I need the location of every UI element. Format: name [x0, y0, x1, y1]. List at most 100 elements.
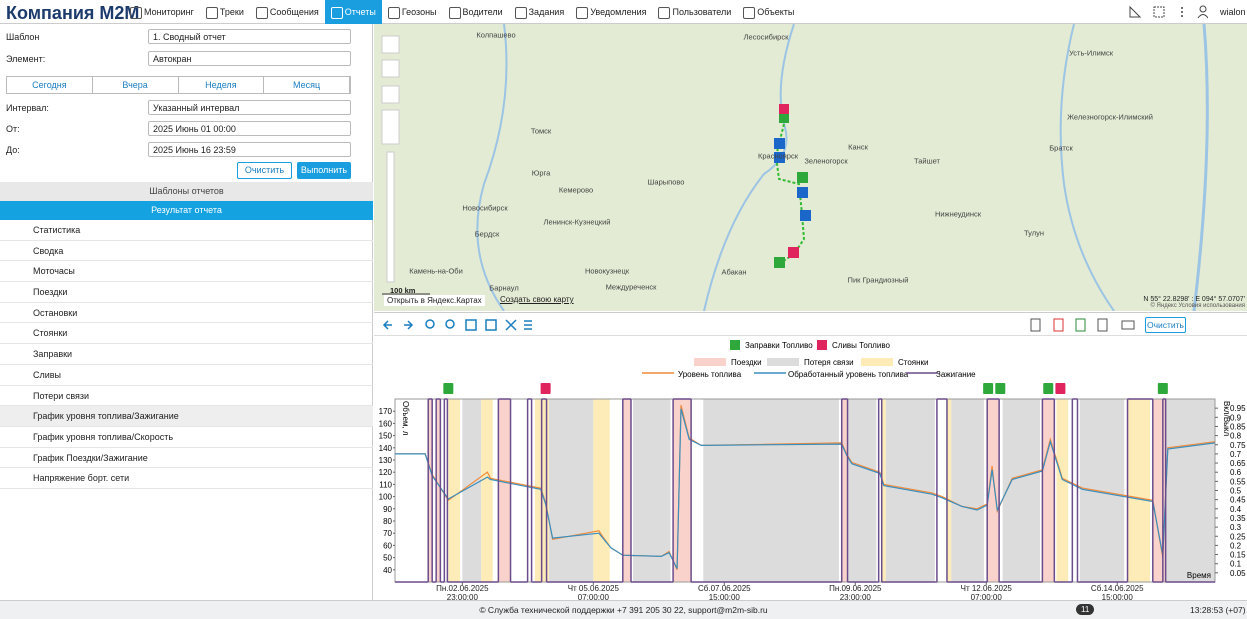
report-item[interactable]: График уровня топлива/Скорость	[0, 427, 373, 448]
user[interactable]: wialon	[1220, 7, 1246, 17]
y-tick-label: 170	[379, 407, 393, 416]
interval-band	[1056, 399, 1069, 582]
y-tick-label: 60	[383, 541, 392, 550]
label: От:	[6, 124, 20, 134]
legend-swatch	[861, 358, 893, 366]
report-item[interactable]: Сводка	[0, 241, 373, 262]
run-button[interactable]: Выполнить	[297, 162, 351, 179]
legend-swatch	[767, 358, 799, 366]
interval-band	[462, 399, 482, 582]
left-panel: Шаблон 1. Сводный отчет Элемент: Автокра…	[0, 24, 373, 600]
interval-band	[1042, 399, 1055, 582]
select[interactable]: 1. Сводный отчет	[148, 29, 351, 44]
y2-tick-label: 0.55	[1230, 477, 1246, 486]
legend-label: Зажигание	[936, 370, 976, 379]
map-link[interactable]: Открыть в Яндекс.Картах	[384, 295, 485, 306]
report-item[interactable]: Напряжение борт. сети	[0, 468, 373, 489]
y-axis-title: Объем, л	[401, 401, 410, 436]
legend-swatch	[730, 340, 740, 350]
tab[interactable]: Шаблоны отчетов	[0, 182, 373, 201]
interval-band	[428, 399, 433, 582]
report-item[interactable]: График Поездки/Зажигание	[0, 448, 373, 469]
interval-band	[673, 399, 692, 582]
y-tick-label: 40	[383, 566, 392, 575]
copyright: © Яндекс Условия использования	[1150, 303, 1245, 309]
city-label: Камень-на-Оби	[409, 266, 463, 276]
x-tick-label: Чт 05.06.2025 07:00:00	[567, 584, 619, 602]
nav-item[interactable]: Объекты	[737, 0, 800, 24]
report-item[interactable]: Заправки	[0, 344, 373, 365]
event-icon	[1055, 383, 1066, 394]
nav-item[interactable]: Геозоны	[382, 0, 443, 24]
y2-tick-label: 0.2	[1230, 541, 1242, 550]
x-tick-label: Пн.09.06.2025 23:00:00	[829, 584, 882, 602]
interval-band	[1127, 399, 1150, 582]
interval-band	[448, 399, 461, 582]
select[interactable]: Указанный интервал	[148, 100, 351, 115]
report-item[interactable]: Поездки	[0, 282, 373, 303]
y2-tick-label: 0.4	[1230, 505, 1242, 514]
nav-item[interactable]: Сообщения	[250, 0, 325, 24]
city-label: Пик Грандиозный	[847, 275, 909, 285]
legend-label: Стоянки	[898, 358, 929, 367]
report-item[interactable]: Потери связи	[0, 386, 373, 407]
tab[interactable]: Результат отчета	[0, 201, 373, 220]
nav-item[interactable]: Водители	[443, 0, 509, 24]
y-tick-label: 70	[383, 529, 392, 538]
report-item[interactable]: График уровня топлива/Зажигание	[0, 406, 373, 427]
period-button[interactable]: Неделя	[179, 77, 265, 93]
period-button[interactable]: Сегодня	[7, 77, 93, 93]
y2-tick-label: 0.85	[1230, 422, 1246, 431]
export-icons[interactable]	[1029, 318, 1139, 332]
map-link[interactable]: Создать свою карту	[500, 295, 574, 304]
label: Шаблон	[6, 32, 40, 42]
input[interactable]: 2025 Июнь 16 23:59	[148, 142, 351, 157]
y-tick-label: 160	[379, 419, 393, 428]
y2-tick-label: 0.8	[1230, 432, 1242, 441]
period-button[interactable]: Месяц	[264, 77, 350, 93]
nav-item[interactable]: Отчеты	[324, 0, 382, 24]
report-item[interactable]: Стоянки	[0, 323, 373, 345]
event-icon	[1157, 383, 1168, 394]
interval-band	[841, 399, 848, 582]
city-label: Железногорск-Илимский	[1067, 112, 1153, 122]
scale: 100 km	[390, 286, 416, 295]
interval-band	[951, 399, 984, 582]
city-label: Барнаул	[489, 283, 519, 293]
y2-tick-label: 0.5	[1230, 487, 1242, 496]
city-label: Томск	[530, 126, 552, 136]
clear-button[interactable]: Очистить	[1145, 317, 1186, 333]
event-icon	[983, 383, 994, 394]
report-item[interactable]: Остановки	[0, 303, 373, 324]
period-button[interactable]: Вчера	[93, 77, 179, 93]
report-item[interactable]: Сливы	[0, 365, 373, 386]
clear-button[interactable]: Очистить	[237, 162, 292, 179]
period-buttons: Сегодня Вчера Неделя Месяц	[6, 76, 351, 94]
nav-item[interactable]: Уведомления	[570, 0, 652, 24]
city-label: Тайшет	[914, 156, 940, 166]
legend-swatch	[817, 340, 827, 350]
city-label: Колпашево	[476, 30, 516, 40]
nav-item[interactable]: Мониторинг	[124, 0, 200, 24]
toolbar-icons[interactable]	[382, 318, 532, 332]
interval-band	[946, 399, 952, 582]
interval-band	[622, 399, 631, 582]
input[interactable]: 2025 Июнь 01 00:00	[148, 121, 351, 136]
x-tick-label: Чт 12.06.2025 07:00:00	[960, 584, 1012, 602]
y2-tick-label: 0.75	[1230, 441, 1246, 450]
select[interactable]: Автокран	[148, 51, 351, 66]
nav-item[interactable]: Треки	[200, 0, 250, 24]
label: Интервал:	[6, 103, 49, 113]
fuel-line	[395, 408, 1216, 569]
report-item[interactable]: Моточасы	[0, 261, 373, 283]
legend-label: Потеря связи	[804, 358, 854, 367]
nav-item[interactable]: Пользователи	[652, 0, 737, 24]
city-label: Абакан	[721, 267, 747, 277]
report-item[interactable]: Статистика	[0, 220, 373, 241]
coords: N 55° 22.8298' : E 094° 57.0707'	[1143, 296, 1245, 303]
map-layer	[381, 24, 1209, 311]
interval-band	[1166, 399, 1215, 582]
badge[interactable]: 11	[1076, 604, 1095, 615]
nav-item[interactable]: Задания	[509, 0, 571, 24]
event-icon	[540, 383, 551, 394]
